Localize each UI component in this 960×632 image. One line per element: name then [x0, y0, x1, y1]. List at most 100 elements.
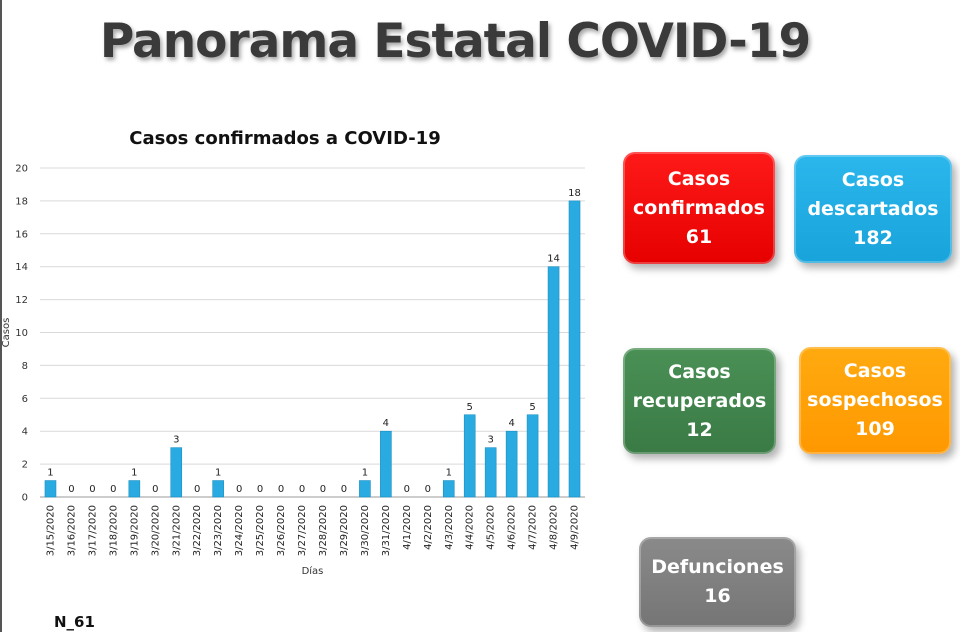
- data-label: 0: [425, 484, 431, 495]
- card-descartados-line2: descartados: [807, 197, 939, 220]
- y-tick-label: 10: [15, 328, 28, 339]
- y-tick-label: 0: [22, 493, 28, 504]
- bar: [170, 447, 183, 498]
- x-tick-label: 3/15/2020: [45, 505, 56, 556]
- x-tick-label: 3/23/2020: [213, 505, 224, 556]
- card-confirmados-line1: Casos: [667, 167, 731, 190]
- card-casos-recuperados: Casos recuperados 12: [623, 348, 776, 454]
- card-defunciones: Defunciones 16: [639, 537, 796, 627]
- x-tick-label: 4/4/2020: [465, 505, 476, 550]
- y-tick-label: 14: [15, 262, 28, 273]
- bar: [547, 266, 560, 498]
- data-label: 3: [487, 435, 493, 446]
- card-sospechosos-line2: sospechosos: [807, 389, 943, 411]
- x-tick-label: 3/19/2020: [129, 505, 140, 556]
- y-tick-label: 8: [22, 361, 28, 372]
- x-tick-label: 4/2/2020: [423, 505, 434, 550]
- card-recuperados-value: 12: [686, 418, 713, 441]
- y-tick-label: 20: [15, 164, 28, 175]
- bar: [212, 480, 224, 498]
- data-label: 0: [194, 484, 200, 495]
- y-axis-label: Casos: [1, 318, 12, 348]
- x-tick-label: 3/21/2020: [171, 505, 182, 556]
- card-sospechosos-value: 109: [855, 418, 895, 440]
- data-label: 18: [568, 188, 581, 199]
- page-title: Panorama Estatal COVID-19: [99, 14, 811, 69]
- x-tick-label: 3/20/2020: [150, 505, 161, 556]
- x-tick-label: 4/7/2020: [528, 505, 539, 550]
- chart-title: Casos confirmados a COVID-19: [129, 128, 441, 149]
- x-tick-label: 3/25/2020: [255, 505, 266, 556]
- x-tick-label: 4/1/2020: [402, 505, 413, 550]
- x-tick-label: 4/5/2020: [486, 505, 497, 550]
- bar: [526, 414, 539, 498]
- x-tick-label: 4/9/2020: [570, 505, 581, 550]
- data-label: 0: [320, 484, 326, 495]
- data-label: 0: [278, 484, 284, 495]
- bar: [44, 480, 57, 498]
- y-tick-label: 16: [15, 229, 28, 240]
- x-tick-label: 3/26/2020: [276, 505, 287, 556]
- x-tick-label: 4/3/2020: [444, 505, 455, 550]
- bar: [359, 480, 371, 498]
- data-label: 0: [152, 484, 158, 495]
- y-tick-label: 2: [22, 460, 28, 471]
- x-tick-label: 4/6/2020: [507, 505, 518, 550]
- data-label: 5: [467, 402, 473, 413]
- card-defunciones-line1: Defunciones: [651, 556, 784, 578]
- bar: [568, 200, 581, 498]
- x-axis-label: Días: [302, 565, 324, 577]
- x-tick-label: 3/22/2020: [192, 505, 203, 556]
- y-tick-label: 18: [15, 196, 28, 207]
- data-label: 0: [257, 484, 263, 495]
- bar: [463, 414, 476, 498]
- y-tick-label: 4: [22, 427, 28, 438]
- data-label: 1: [47, 468, 53, 479]
- data-label: 0: [236, 484, 242, 495]
- data-label: 14: [547, 254, 560, 265]
- card-confirmados-line2: confirmados: [633, 196, 765, 219]
- x-tick-label: 3/29/2020: [339, 505, 350, 556]
- x-tick-label: 3/17/2020: [87, 505, 98, 556]
- card-recuperados-line2: recuperados: [632, 389, 767, 412]
- bar: [484, 447, 497, 498]
- card-confirmados-value: 61: [685, 225, 713, 248]
- bar: [128, 480, 141, 498]
- y-tick-label: 6: [22, 394, 28, 405]
- data-label: 5: [529, 402, 535, 413]
- data-label: 4: [508, 418, 514, 429]
- data-label: 0: [68, 484, 74, 495]
- data-label: 1: [131, 468, 137, 479]
- card-recuperados-line1: Casos: [668, 360, 731, 383]
- data-label: 0: [89, 484, 95, 495]
- data-label: 1: [215, 468, 221, 479]
- x-tick-label: 3/16/2020: [66, 505, 77, 556]
- data-label: 0: [299, 484, 305, 495]
- x-tick-label: 3/28/2020: [318, 505, 329, 556]
- data-label: 1: [362, 468, 368, 479]
- x-tick-label: 3/24/2020: [234, 505, 245, 556]
- data-label: 0: [341, 484, 347, 495]
- card-descartados-value: 182: [853, 226, 893, 249]
- footnote-n: N_61: [54, 613, 95, 631]
- bar: [380, 430, 392, 498]
- x-tick-label: 4/8/2020: [549, 505, 560, 550]
- card-casos-descartados: Casos descartados 182: [794, 155, 952, 263]
- card-sospechosos-line1: Casos: [843, 360, 907, 382]
- card-defunciones-value: 16: [704, 585, 731, 607]
- x-tick-label: 3/31/2020: [381, 505, 392, 556]
- bar: [442, 480, 455, 498]
- bar-chart: 02468101214161820Casos13/15/202003/16/20…: [1, 164, 585, 577]
- left-border: [0, 0, 2, 632]
- bar: [505, 430, 518, 498]
- card-casos-sospechosos: Casos sospechosos 109: [799, 347, 951, 454]
- x-tick-label: 3/30/2020: [360, 505, 371, 556]
- data-label: 3: [173, 435, 179, 446]
- x-tick-label: 3/27/2020: [297, 505, 308, 556]
- x-tick-label: 3/18/2020: [108, 505, 119, 556]
- data-label: 0: [110, 484, 116, 495]
- y-tick-label: 12: [15, 295, 28, 306]
- card-descartados-line1: Casos: [841, 168, 905, 191]
- card-casos-confirmados: Casos confirmados 61: [623, 152, 775, 264]
- data-label: 0: [404, 484, 410, 495]
